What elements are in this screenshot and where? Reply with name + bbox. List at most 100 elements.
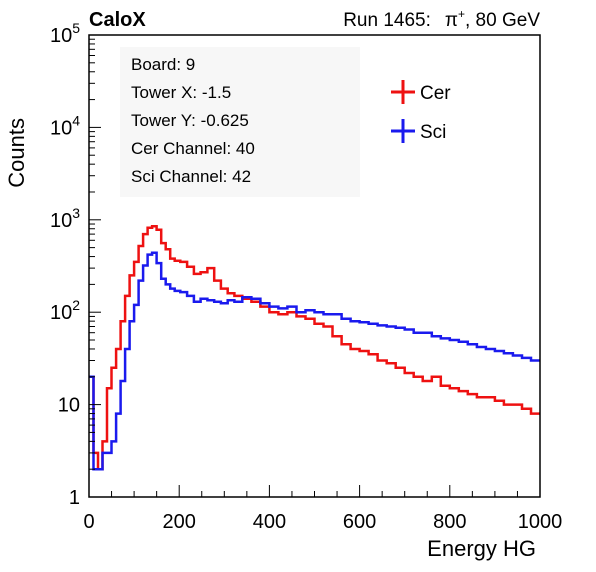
data-point-cer: [203, 271, 205, 274]
data-point-sci: [516, 354, 519, 357]
series-layer: [89, 225, 540, 471]
data-point-sci: [131, 320, 133, 322]
data-point-sci: [189, 295, 192, 297]
data-point-sci: [489, 348, 492, 350]
info-line: Cer Channel: 40: [131, 139, 255, 158]
data-point-cer: [489, 396, 492, 399]
data-point-cer: [444, 384, 447, 387]
data-point-cer: [149, 226, 151, 229]
data-point-sci: [300, 311, 302, 314]
data-point-cer: [255, 300, 257, 303]
legend-entry-sci: Sci: [391, 119, 446, 143]
data-point-cer: [516, 403, 519, 406]
y-tick-exponent: 4: [72, 112, 80, 128]
x-axis: 0 200 400 600 800 1000: [83, 485, 562, 533]
info-line: Tower Y: -0.625: [131, 111, 249, 130]
data-point-cer: [453, 387, 456, 390]
x-tick-label: 0: [83, 511, 94, 533]
data-point-sci: [372, 322, 374, 325]
data-point-cer: [182, 261, 185, 263]
data-point-sci: [103, 452, 106, 454]
data-point-cer: [390, 362, 392, 365]
data-point-sci: [255, 297, 257, 300]
data-point-sci: [162, 277, 165, 280]
data-point-sci: [291, 305, 293, 308]
legend: Cer Sci: [391, 80, 451, 143]
data-point-cer: [196, 273, 199, 275]
data-point-sci: [167, 283, 169, 286]
data-point-cer: [309, 317, 311, 320]
x-tick-label: 200: [163, 511, 196, 533]
data-point-sci: [507, 352, 510, 354]
info-line: Sci Channel: 42: [131, 167, 251, 186]
data-point-cer: [471, 393, 474, 395]
data-point-cer: [126, 295, 129, 297]
data-point-sci: [354, 320, 356, 322]
data-point-cer: [122, 320, 124, 322]
data-point-sci: [99, 468, 102, 470]
y-tick-label: 104: [50, 112, 80, 139]
data-point-sci: [209, 299, 212, 301]
data-point-sci: [480, 346, 483, 348]
x-tick-label: 400: [253, 511, 286, 533]
data-point-cer: [153, 225, 156, 228]
beam-energy-label: , 80 GeV: [465, 10, 540, 31]
data-point-sci: [113, 440, 115, 443]
data-point-cer: [162, 242, 165, 244]
data-point-sci: [453, 339, 456, 341]
y-tick-base: 1: [69, 487, 80, 509]
data-point-cer: [417, 375, 420, 378]
data-point-cer: [171, 257, 174, 260]
beam-charge-label: +: [458, 7, 465, 21]
legend-label: Cer: [420, 83, 451, 104]
data-point-sci: [336, 313, 338, 316]
data-point-sci: [246, 296, 248, 299]
data-point-cer: [117, 348, 120, 350]
y-tick-base: 10: [50, 302, 72, 324]
data-point-sci: [462, 340, 465, 343]
data-point-sci: [126, 348, 129, 350]
y-tick-label: 105: [50, 20, 80, 47]
data-point-cer: [264, 305, 266, 308]
y-tick-label: 1: [69, 487, 80, 509]
data-point-sci: [408, 328, 411, 331]
data-point-sci: [426, 331, 429, 334]
info-box: [120, 47, 360, 197]
data-point-sci: [327, 313, 329, 316]
data-point-sci: [444, 337, 447, 340]
data-point-sci: [182, 291, 185, 293]
y-tick-base: 10: [58, 395, 80, 417]
y-tick-base: 10: [50, 117, 72, 139]
data-point-cer: [140, 245, 142, 247]
data-point-cer: [363, 350, 365, 352]
data-point-cer: [230, 292, 232, 295]
data-point-cer: [158, 228, 160, 231]
data-point-cer: [189, 265, 192, 268]
y-tick-base: 10: [50, 25, 72, 47]
data-point-sci: [140, 279, 142, 282]
data-point-cer: [223, 287, 226, 290]
data-point-cer: [291, 311, 293, 314]
info-line: Board: 9: [131, 55, 195, 74]
y-tick-base: 10: [50, 210, 72, 232]
data-point-sci: [498, 350, 501, 352]
data-point-cer: [209, 267, 212, 269]
data-point-cer: [498, 399, 501, 402]
data-point-sci: [417, 331, 420, 334]
data-point-sci: [525, 357, 528, 359]
data-point-cer: [144, 233, 147, 235]
data-point-cer: [167, 248, 169, 251]
x-tick-label: 800: [433, 511, 466, 533]
y-tick-label: 102: [50, 297, 80, 324]
data-point-sci: [390, 325, 392, 328]
data-point-cer: [216, 279, 219, 282]
data-point-sci: [273, 305, 275, 308]
data-point-sci: [282, 307, 284, 310]
y-axis-label: Counts: [4, 118, 29, 188]
data-point-cer: [103, 440, 106, 443]
data-point-sci: [363, 321, 365, 323]
data-point-sci: [203, 297, 205, 300]
x-axis-label: Energy HG: [427, 536, 536, 561]
legend-entry-cer: Cer: [391, 80, 451, 104]
